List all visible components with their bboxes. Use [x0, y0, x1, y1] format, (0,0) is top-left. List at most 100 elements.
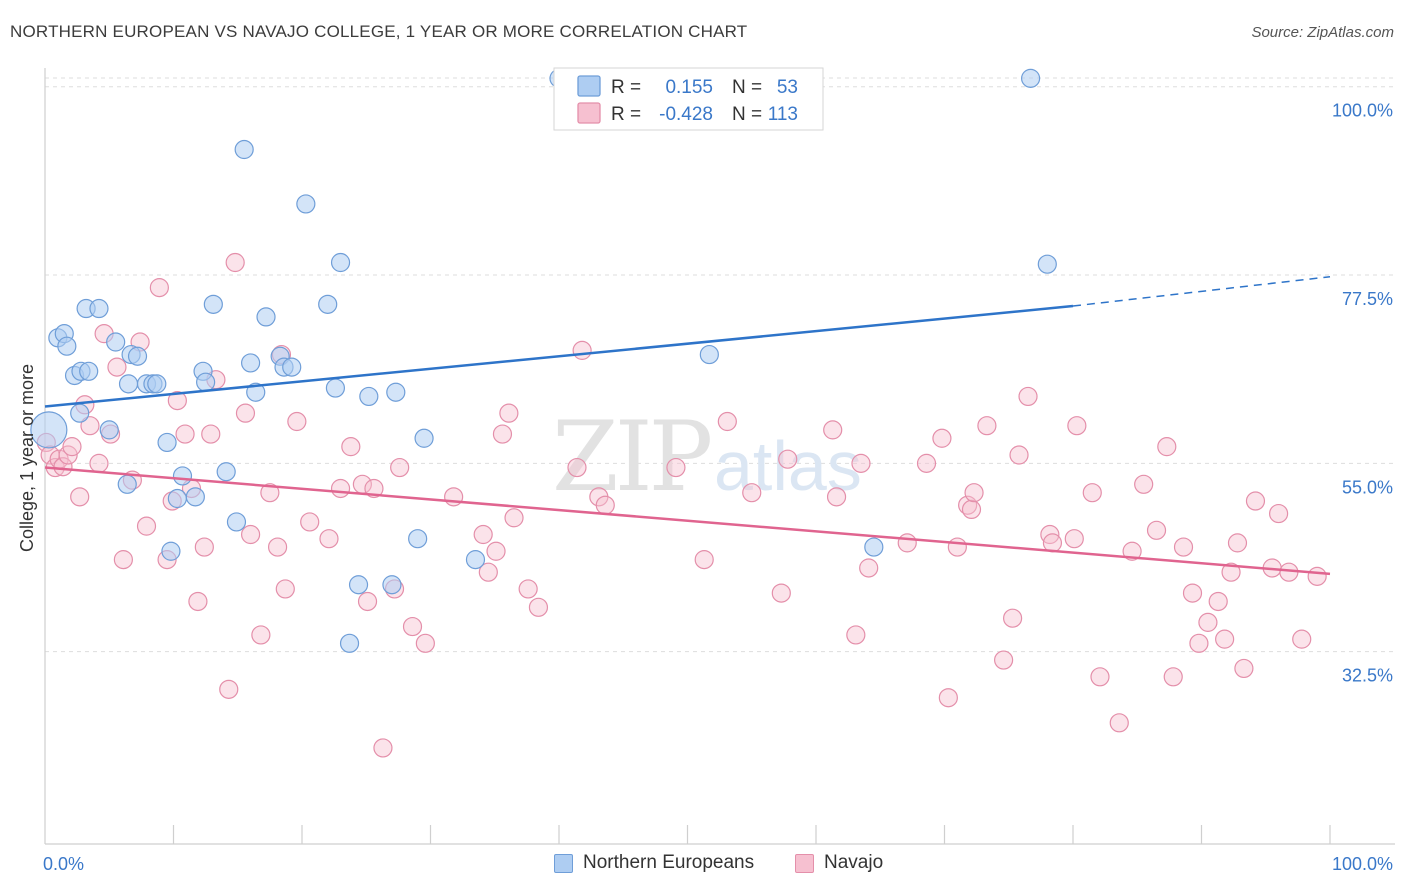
- navajo-point: [1292, 629, 1312, 649]
- navajo-point: [364, 478, 384, 499]
- northern-europeans-point: [864, 537, 884, 557]
- navajo-point: [225, 252, 245, 273]
- navajo-point: [267, 537, 288, 557]
- northern-europeans-point: [330, 252, 351, 273]
- y-tick-label: 77.5%: [1342, 289, 1393, 309]
- navajo-point: [1208, 591, 1228, 612]
- northern-europeans-point: [79, 361, 99, 381]
- northern-europeans-point: [157, 432, 177, 453]
- watermark-zip: ZIP: [552, 401, 711, 513]
- navajo-point: [846, 625, 866, 645]
- navajo-point: [113, 550, 133, 570]
- navajo-point: [188, 591, 208, 612]
- x-tick-label-min: 0.0%: [43, 854, 84, 874]
- legend-item-northern-europeans[interactable]: Northern Europeans: [554, 852, 754, 874]
- navajo-point: [666, 457, 686, 478]
- navajo-point: [518, 579, 538, 599]
- navajo-point: [53, 457, 73, 477]
- navajo-point: [136, 516, 157, 536]
- northern-europeans-point: [106, 332, 126, 352]
- legend-item-navajo[interactable]: Navajo: [795, 852, 883, 874]
- navajo-point: [107, 357, 127, 377]
- navajo-point: [1009, 445, 1029, 465]
- northern-europeans-point: [1037, 254, 1057, 274]
- navajo-point: [499, 403, 519, 423]
- source-label: Source: ZipAtlas.com: [1251, 24, 1394, 41]
- navajo-point: [219, 679, 239, 699]
- northern-europeans-point: [359, 386, 379, 407]
- northern-europeans-point: [282, 357, 302, 377]
- navajo-point: [241, 524, 261, 545]
- northern-europeans-point: [89, 298, 109, 319]
- legend-r-label-1: R =: [611, 77, 641, 98]
- y-tick-labels: 32.5% 55.0% 77.5% 100.0%: [1332, 101, 1393, 686]
- northern-europeans-point: [1020, 68, 1041, 88]
- navajo-point: [194, 537, 214, 557]
- northern-europeans-point: [699, 344, 719, 365]
- y-tick-label: 100.0%: [1332, 101, 1393, 121]
- navajo-point: [851, 453, 871, 473]
- navajo-point: [1003, 608, 1023, 628]
- navajo-point: [167, 390, 187, 411]
- northern-europeans-point: [348, 575, 369, 595]
- northern-europeans-point: [172, 466, 193, 486]
- northern-europeans-point: [99, 420, 119, 440]
- navajo-point: [961, 499, 982, 520]
- navajo-point: [390, 457, 410, 478]
- navajo-point: [80, 416, 100, 436]
- legend-n-value-2: 113: [768, 104, 798, 125]
- navajo-point: [1227, 533, 1248, 553]
- northern-europeans-point: [241, 353, 261, 373]
- navajo-point: [1090, 667, 1110, 687]
- navajo-point: [964, 483, 984, 503]
- navajo-point: [287, 411, 307, 432]
- navajo-point: [319, 529, 339, 549]
- navajo-point: [567, 457, 587, 478]
- navajo-point: [251, 625, 271, 645]
- navajo-point: [235, 403, 256, 423]
- navajo-point: [444, 487, 464, 507]
- northern-europeans-point: [161, 541, 181, 561]
- northern-europeans-point: [216, 462, 236, 482]
- navajo-point: [473, 524, 493, 545]
- legend-n-value-1: 53: [777, 77, 798, 98]
- navajo-point: [1082, 483, 1102, 503]
- navajo-point: [859, 558, 879, 578]
- northern-europeans-point: [234, 139, 254, 160]
- northern-europeans-point: [70, 403, 90, 423]
- navajo-point: [1157, 437, 1177, 457]
- correlation-legend: R = 0.155 N = 53 R = -0.428 N = 113: [553, 67, 824, 131]
- series-legend: Northern Europeans Navajo: [0, 852, 1406, 878]
- legend-swatch-blue: [577, 75, 601, 97]
- y-tick-label: 55.0%: [1342, 477, 1393, 497]
- navajo-point: [402, 616, 423, 637]
- navajo-point: [1173, 537, 1194, 557]
- navajo-point: [1245, 491, 1266, 511]
- navajo-point: [486, 541, 506, 561]
- navajo-point: [742, 483, 762, 503]
- y-tick-label: 32.5%: [1342, 666, 1393, 686]
- navajo-point: [897, 533, 917, 553]
- navajo-point: [947, 537, 967, 557]
- navajo-point: [357, 591, 378, 612]
- navajo-point: [175, 424, 195, 444]
- navajo-point: [300, 512, 320, 532]
- navajo-points: [36, 252, 1327, 758]
- legend-swatch-pink: [577, 102, 601, 124]
- northern-europeans-points: [30, 68, 1057, 653]
- legend-swatch-navajo: [795, 853, 814, 873]
- legend-r-value-1: 0.155: [665, 77, 713, 98]
- northern-europeans-point: [246, 382, 266, 402]
- northern-europeans-point: [414, 428, 434, 448]
- northern-europeans-point: [147, 374, 167, 394]
- navajo-point: [1122, 541, 1142, 561]
- navajo-point: [1198, 612, 1218, 632]
- navajo-point: [1234, 658, 1254, 679]
- legend-label-northern-europeans: Northern Europeans: [583, 852, 755, 873]
- legend-n-label-2: N =: [732, 104, 762, 125]
- navajo-point: [1163, 667, 1183, 687]
- navajo-point: [260, 483, 280, 503]
- chart-title: NORTHERN EUROPEAN VS NAVAJO COLLEGE, 1 Y…: [10, 22, 748, 41]
- northern-europeans-trend-line: [44, 304, 1074, 408]
- navajo-point: [201, 424, 221, 444]
